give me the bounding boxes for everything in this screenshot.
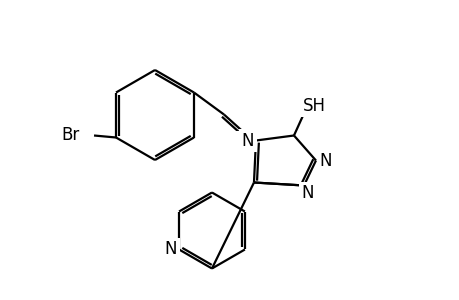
Text: N: N [301, 184, 313, 202]
Text: Br: Br [62, 127, 80, 145]
Text: SH: SH [302, 97, 325, 115]
Text: N: N [319, 152, 331, 169]
Text: N: N [164, 241, 177, 259]
Text: N: N [237, 134, 250, 152]
Text: N: N [241, 131, 254, 149]
